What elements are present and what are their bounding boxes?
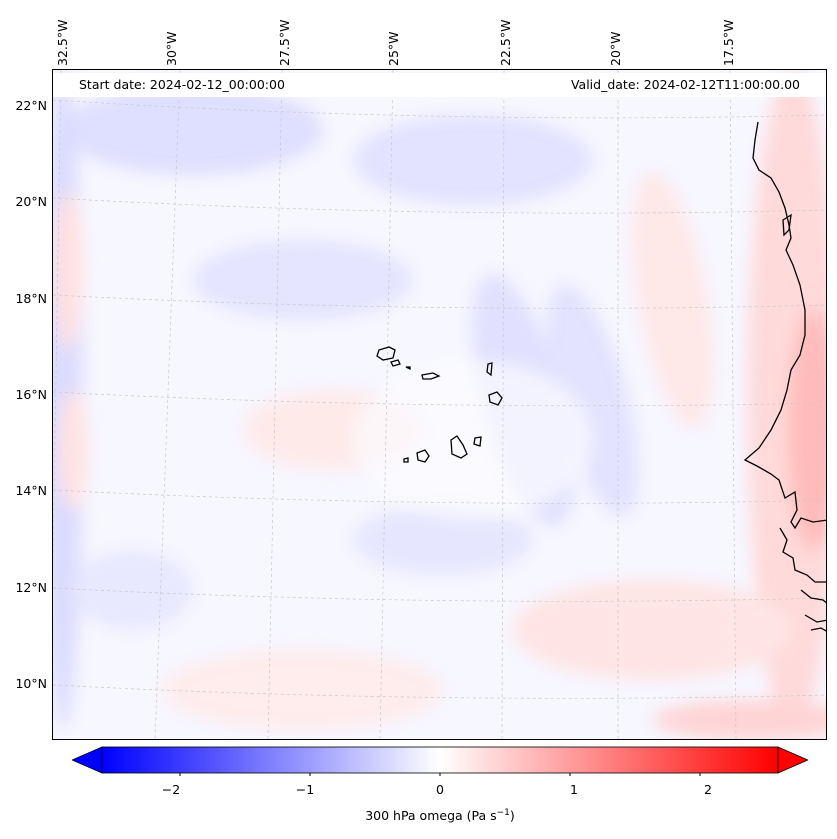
island-maio	[473, 436, 482, 447]
colorbar-tick-label: 2	[704, 782, 712, 797]
start-date-label: Start date: 2024-02-12_00:00:00	[79, 77, 285, 92]
colorbar-extend-high	[777, 746, 808, 774]
island-fogo	[416, 449, 430, 463]
lat-label: 22°N	[15, 98, 47, 113]
omega-field-map	[53, 70, 826, 739]
island-sao-vicente	[390, 359, 401, 367]
lon-label: 20°W	[608, 31, 623, 66]
cape-verde-islands	[376, 346, 503, 463]
lat-label: 14°N	[15, 483, 47, 498]
coastline	[743, 121, 826, 632]
colorbar-tick-label: −2	[161, 782, 181, 797]
colorbar	[72, 746, 808, 776]
colorbar-tick-label: 0	[436, 782, 444, 797]
island-boa-vista	[488, 391, 503, 406]
lon-label: 17.5°W	[721, 19, 736, 66]
colorbar-extend-low	[72, 746, 103, 774]
colorbar-gradient	[101, 746, 779, 774]
colorbar-tick-label: 1	[570, 782, 578, 797]
colorbar-label-text: 300 hPa omega (Pa s	[365, 808, 497, 824]
lat-label: 12°N	[15, 580, 47, 595]
lon-label: 30°W	[164, 31, 179, 66]
island-santa-luzia	[405, 366, 411, 371]
island-santo-antao	[376, 346, 396, 361]
colorbar-label: 300 hPa omega (Pa s−1)	[365, 808, 515, 823]
lon-label: 22.5°W	[498, 19, 513, 66]
gridlines	[53, 70, 826, 739]
lon-label: 27.5°W	[277, 19, 292, 66]
lat-label: 18°N	[15, 291, 47, 306]
lat-label: 20°N	[15, 194, 47, 209]
lon-label: 32.5°W	[55, 19, 70, 66]
omega-shading	[53, 70, 826, 739]
colorbar-label-close: )	[509, 808, 515, 824]
lon-label: 25°W	[386, 31, 401, 66]
island-brava	[403, 457, 409, 463]
valid-date-label: Valid_date: 2024-02-12T11:00:00.00	[570, 77, 800, 92]
colorbar-tick-label: −1	[295, 782, 315, 797]
lat-label: 16°N	[15, 387, 47, 402]
header-background	[53, 73, 826, 97]
colorbar-label-exponent: −1	[496, 808, 510, 818]
island-sao-nicolau	[421, 372, 441, 380]
island-sal	[486, 362, 493, 377]
map-panel	[52, 69, 827, 740]
lat-label: 10°N	[15, 676, 47, 691]
island-santiago	[450, 435, 468, 459]
